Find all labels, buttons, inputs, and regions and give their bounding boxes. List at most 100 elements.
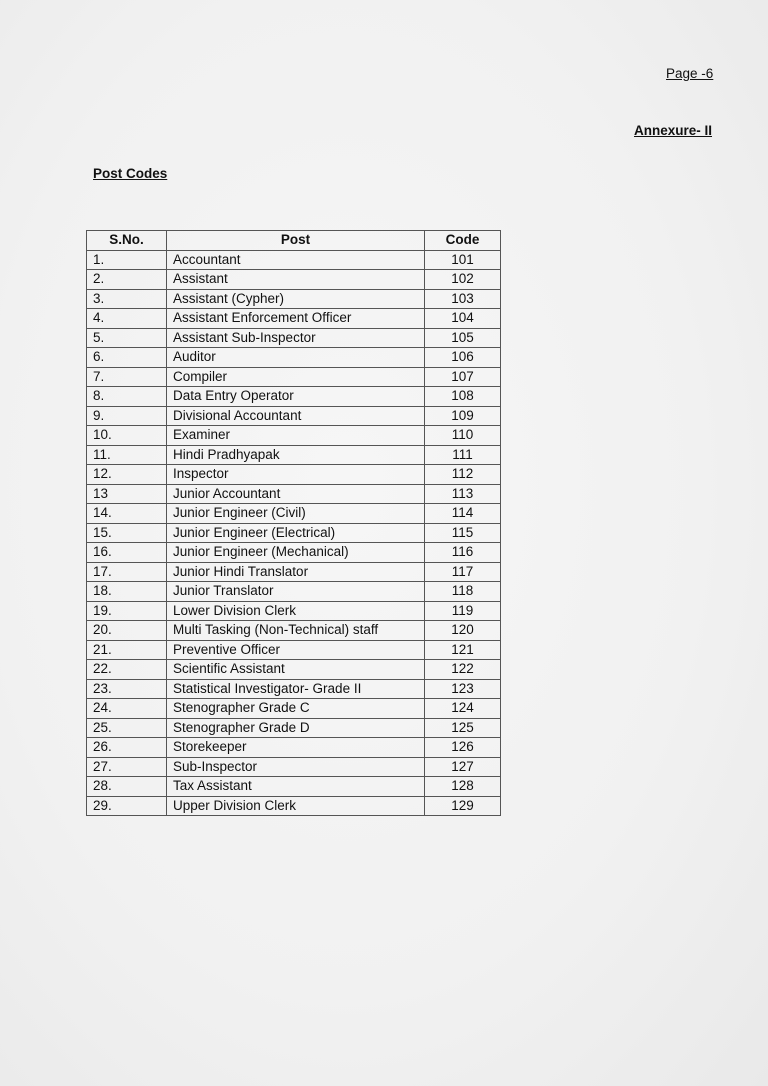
cell-code: 124	[424, 698, 501, 719]
cell-sno: 11.	[86, 444, 167, 465]
cell-post: Junior Translator	[166, 581, 425, 602]
table-row: 16. Junior Engineer (Mechanical) 116	[86, 542, 501, 563]
cell-code: 107	[424, 366, 501, 387]
cell-post: Tax Assistant	[166, 776, 425, 797]
cell-sno: 6.	[86, 347, 167, 368]
cell-sno: 25.	[86, 717, 167, 738]
cell-post: Assistant Sub-Inspector	[166, 327, 425, 348]
cell-code: 119	[424, 600, 501, 621]
table-row: 18. Junior Translator 118	[86, 581, 501, 602]
cell-sno: 7.	[86, 366, 167, 387]
cell-sno: 15.	[86, 522, 167, 543]
cell-sno: 16.	[86, 542, 167, 563]
cell-post: Stenographer Grade D	[166, 717, 425, 738]
cell-code: 105	[424, 327, 501, 348]
cell-post: Compiler	[166, 366, 425, 387]
cell-sno: 28.	[86, 776, 167, 797]
table-row: 24. Stenographer Grade C 124	[86, 698, 501, 719]
cell-post: Hindi Pradhyapak	[166, 444, 425, 465]
cell-sno: 26.	[86, 737, 167, 758]
table-body: 1. Accountant 101 2. Assistant 102 3. Assistant…	[86, 249, 501, 816]
cell-post: Junior Engineer (Electrical)	[166, 522, 425, 543]
cell-code: 112	[424, 464, 501, 485]
page-number: Page -6	[666, 66, 714, 81]
cell-code: 118	[424, 581, 501, 602]
header-post: Post	[166, 230, 425, 251]
cell-post: Inspector	[166, 464, 425, 485]
header-sno: S.No.	[86, 230, 167, 251]
cell-sno: 9.	[86, 405, 167, 426]
cell-post: Assistant (Cypher)	[166, 288, 425, 309]
table-row: 1. Accountant 101	[86, 249, 501, 270]
cell-code: 114	[424, 503, 501, 524]
cell-sno: 12.	[86, 464, 167, 485]
table-row: 21. Preventive Officer 121	[86, 639, 501, 660]
cell-code: 108	[424, 386, 501, 407]
cell-post: Junior Engineer (Civil)	[166, 503, 425, 524]
cell-sno: 29.	[86, 795, 167, 816]
cell-code: 103	[424, 288, 501, 309]
cell-post: Stenographer Grade C	[166, 698, 425, 719]
cell-post: Assistant	[166, 269, 425, 290]
cell-sno: 22.	[86, 659, 167, 680]
cell-post: Junior Hindi Translator	[166, 561, 425, 582]
cell-sno: 3.	[86, 288, 167, 309]
cell-code: 116	[424, 542, 501, 563]
cell-post: Upper Division Clerk	[166, 795, 425, 816]
cell-code: 111	[424, 444, 501, 465]
cell-code: 102	[424, 269, 501, 290]
table-row: 25. Stenographer Grade D 125	[86, 717, 501, 738]
cell-code: 126	[424, 737, 501, 758]
table-row: 19. Lower Division Clerk 119	[86, 600, 501, 621]
cell-post: Junior Engineer (Mechanical)	[166, 542, 425, 563]
cell-code: 104	[424, 308, 501, 329]
cell-sno: 24.	[86, 698, 167, 719]
cell-code: 106	[424, 347, 501, 368]
header-code: Code	[424, 230, 501, 251]
table-header-row: S.No. Post Code	[86, 230, 501, 251]
table-row: 20. Multi Tasking (Non-Technical) staff 12…	[86, 620, 501, 641]
table-row: 7. Compiler 107	[86, 366, 501, 387]
cell-code: 125	[424, 717, 501, 738]
cell-post: Assistant Enforcement Officer	[166, 308, 425, 329]
table-row: 6. Auditor 106	[86, 347, 501, 368]
table-row: 10. Examiner 110	[86, 425, 501, 446]
section-title: Post Codes	[93, 166, 168, 181]
cell-code: 120	[424, 620, 501, 641]
cell-post: Storekeeper	[166, 737, 425, 758]
cell-code: 115	[424, 522, 501, 543]
cell-sno: 21.	[86, 639, 167, 660]
cell-post: Lower Division Clerk	[166, 600, 425, 621]
table-row: 15. Junior Engineer (Electrical) 115	[86, 522, 501, 543]
cell-sno: 20.	[86, 620, 167, 641]
post-codes-table: S.No. Post Code 1. Accountant 101 2. Assista…	[86, 230, 501, 816]
cell-sno: 5.	[86, 327, 167, 348]
table-row: 26. Storekeeper 126	[86, 737, 501, 758]
table-row: 8. Data Entry Operator 108	[86, 386, 501, 407]
cell-post: Data Entry Operator	[166, 386, 425, 407]
cell-post: Examiner	[166, 425, 425, 446]
table-row: 22. Scientific Assistant 122	[86, 659, 501, 680]
cell-sno: 10.	[86, 425, 167, 446]
cell-sno: 13	[86, 483, 167, 504]
table-row: 28. Tax Assistant 128	[86, 776, 501, 797]
cell-post: Accountant	[166, 249, 425, 270]
cell-sno: 2.	[86, 269, 167, 290]
table-row: 13 Junior Accountant 113	[86, 483, 501, 504]
cell-code: 121	[424, 639, 501, 660]
cell-code: 109	[424, 405, 501, 426]
cell-post: Sub-Inspector	[166, 756, 425, 777]
cell-post: Statistical Investigator- Grade II	[166, 678, 425, 699]
table-row: 23. Statistical Investigator- Grade II 123	[86, 678, 501, 699]
cell-sno: 8.	[86, 386, 167, 407]
table-row: 2. Assistant 102	[86, 269, 501, 290]
table-row: 5. Assistant Sub-Inspector 105	[86, 327, 501, 348]
cell-code: 101	[424, 249, 501, 270]
table-row: 12. Inspector 112	[86, 464, 501, 485]
cell-sno: 1.	[86, 249, 167, 270]
cell-sno: 23.	[86, 678, 167, 699]
table-row: 27. Sub-Inspector 127	[86, 756, 501, 777]
cell-post: Multi Tasking (Non-Technical) staff	[166, 620, 425, 641]
cell-sno: 14.	[86, 503, 167, 524]
